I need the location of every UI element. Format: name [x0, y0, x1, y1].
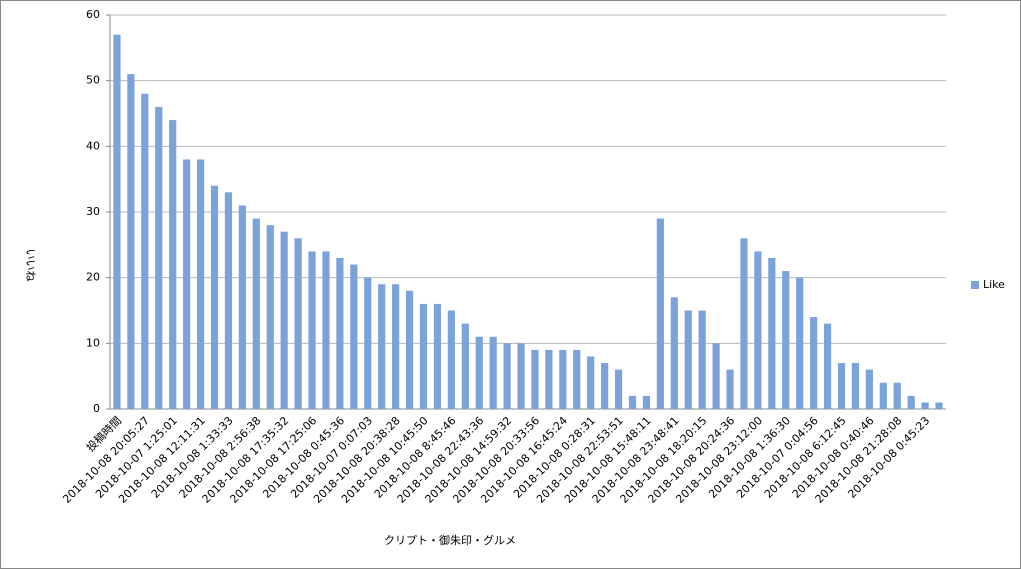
- bar: [879, 382, 887, 409]
- bar: [475, 336, 483, 409]
- bar: [601, 363, 609, 409]
- bar: [810, 317, 818, 409]
- bar: [796, 277, 804, 409]
- bar: [893, 382, 901, 409]
- bar: [127, 74, 135, 409]
- bar: [921, 402, 929, 409]
- y-tick-label: 50: [86, 74, 100, 87]
- bar: [322, 251, 330, 409]
- bar: [642, 395, 651, 409]
- bar: [768, 257, 776, 409]
- bar: [419, 303, 428, 409]
- bar: [308, 251, 316, 409]
- bar: [656, 218, 664, 409]
- bar: [461, 323, 469, 409]
- bar: [489, 336, 497, 409]
- bar: [670, 297, 678, 409]
- bar: [503, 343, 511, 409]
- y-tick-label: 30: [86, 205, 100, 218]
- y-tick-label: 10: [86, 336, 100, 349]
- bar: [280, 231, 288, 409]
- bar: [545, 349, 553, 409]
- bar: [266, 225, 274, 409]
- bar: [559, 349, 567, 409]
- bar: [169, 120, 177, 410]
- bar: [712, 343, 720, 409]
- bar: [433, 303, 442, 409]
- bar: [378, 284, 386, 409]
- bar: [405, 290, 414, 409]
- y-tick-label: 40: [86, 139, 100, 152]
- bar: [754, 251, 762, 409]
- legend-swatch: [971, 281, 979, 289]
- bar: [447, 310, 455, 409]
- bar: [336, 257, 344, 409]
- bar: [865, 369, 873, 409]
- bar: [155, 106, 163, 409]
- bar: [350, 264, 358, 409]
- bar: [782, 271, 790, 409]
- bar: [851, 363, 860, 409]
- y-axis-title: いいね: [24, 249, 37, 282]
- y-tick-label: 0: [93, 402, 100, 415]
- bar: [726, 369, 734, 409]
- bar: [740, 238, 748, 409]
- bar: [698, 310, 706, 409]
- bar: [224, 192, 233, 409]
- bar: [935, 402, 943, 409]
- bar: [210, 185, 219, 409]
- bar: [531, 349, 539, 409]
- bar: [614, 369, 623, 409]
- bar: [573, 349, 581, 409]
- bar: [837, 363, 846, 409]
- bar: [907, 395, 915, 409]
- bar: [196, 159, 205, 409]
- bar: [517, 343, 525, 409]
- bar: [294, 238, 302, 409]
- bar: [141, 93, 149, 410]
- bar: [392, 284, 400, 409]
- x-axis-title: クリプト・御朱印・グルメ: [384, 533, 516, 547]
- bar: [183, 159, 191, 409]
- y-tick-label: 20: [86, 271, 100, 284]
- bar: [364, 277, 372, 409]
- bar: [238, 205, 246, 409]
- bar: [823, 323, 832, 409]
- bar: [684, 310, 692, 409]
- bar: [587, 356, 595, 409]
- bar: [252, 218, 260, 409]
- bar: [113, 34, 121, 409]
- bar: [628, 395, 637, 409]
- y-tick-label: 60: [86, 8, 100, 21]
- legend-label: Like: [983, 278, 1005, 291]
